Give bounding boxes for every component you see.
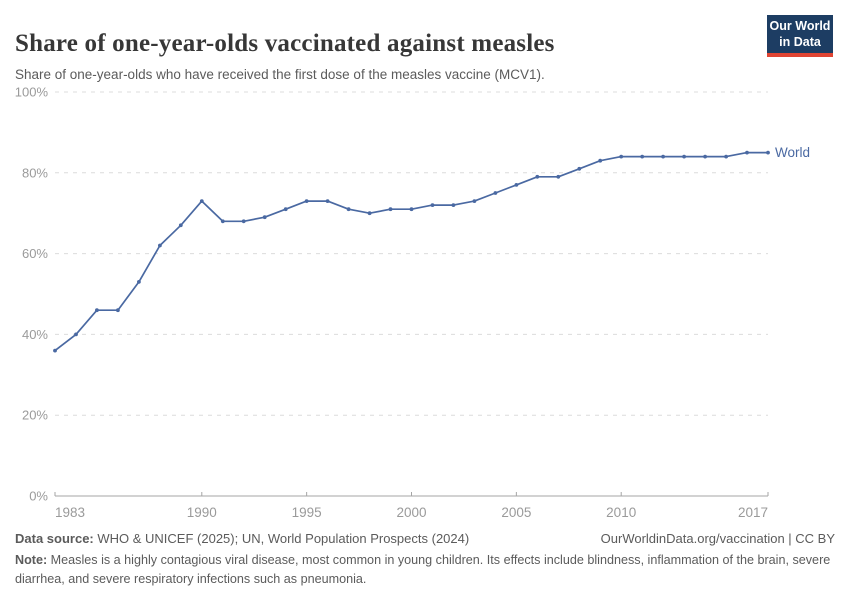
data-source-label: Data source: [15, 531, 94, 546]
page-title: Share of one-year-olds vaccinated agains… [15, 29, 555, 57]
data-point-2010 [619, 154, 624, 159]
y-axis-label-20: 20% [22, 408, 48, 423]
chart-subtitle: Share of one-year-olds who have received… [15, 66, 545, 82]
x-axis-label-1995: 1995 [292, 505, 322, 520]
data-point-1994 [283, 207, 288, 212]
attribution-link[interactable]: OurWorldinData.org/vaccination | CC BY [600, 531, 835, 546]
data-point-1995 [304, 199, 309, 204]
data-point-1986 [116, 308, 120, 313]
data-point-1997 [346, 207, 351, 212]
data-point-2013 [682, 154, 686, 159]
x-axis-label-1983: 1983 [55, 505, 85, 520]
note-line: Note: Measles is a highly contagious vir… [15, 551, 835, 589]
owid-logo-line1: Our World [769, 19, 831, 33]
x-axis-label-2000: 2000 [396, 505, 426, 520]
data-source-line: Data source: WHO & UNICEF (2025); UN, Wo… [15, 531, 469, 546]
data-point-1983 [53, 348, 57, 353]
data-point-2008 [577, 166, 582, 171]
data-point-2005 [514, 183, 519, 187]
x-axis-label-2005: 2005 [501, 505, 531, 520]
data-point-1999 [388, 207, 393, 212]
series-line-world [54, 151, 769, 352]
data-point-2004 [493, 191, 498, 195]
data-point-2015 [724, 154, 728, 159]
y-axis-label-40: 40% [22, 327, 48, 342]
data-point-2001 [430, 203, 435, 208]
chart-footer: Data source: WHO & UNICEF (2025); UN, Wo… [15, 531, 835, 589]
data-point-1992 [241, 219, 246, 224]
data-point-2002 [451, 203, 456, 208]
data-point-2012 [661, 154, 665, 159]
line-chart-canvas: 0% 20% 40% 60% 80% 100% 1983 1990 1995 2000 2005 20… [15, 85, 810, 521]
data-source-text: WHO & UNICEF (2025); UN, World Populatio… [93, 531, 470, 546]
data-point-1984 [74, 332, 78, 337]
data-point-1988 [158, 243, 162, 248]
x-axis-label-2017: 2017 [738, 505, 768, 520]
data-point-2016 [745, 150, 749, 155]
data-point-2000 [409, 207, 414, 212]
y-axis-label-100: 100% [15, 85, 49, 100]
data-point-1998 [367, 211, 372, 216]
data-point-1989 [178, 223, 183, 228]
x-axis-label-1990: 1990 [187, 505, 217, 520]
data-point-1987 [137, 280, 141, 284]
y-axis-label-60: 60% [22, 246, 48, 261]
data-point-2014 [703, 154, 707, 159]
data-point-1990 [199, 199, 204, 204]
owid-logo: Our World in Data [767, 15, 833, 58]
owid-logo-line2: in Data [779, 34, 821, 49]
series-end-label-world: World [775, 145, 810, 160]
data-point-2011 [640, 154, 645, 159]
data-point-2003 [472, 199, 477, 204]
data-point-2009 [598, 158, 603, 163]
data-point-1993 [262, 215, 267, 220]
y-axis-label-80: 80% [22, 165, 48, 180]
data-point-1996 [325, 199, 330, 204]
data-point-2017 [766, 150, 770, 155]
data-point-1991 [220, 219, 225, 224]
note-text: Measles is a highly contagious viral dis… [15, 553, 831, 586]
x-axis-label-2010: 2010 [606, 505, 636, 520]
data-point-2006 [535, 174, 540, 179]
data-point-1985 [95, 308, 99, 313]
data-point-2007 [556, 174, 561, 179]
y-axis-label-0: 0% [29, 489, 48, 504]
note-label: Note: [15, 553, 48, 567]
